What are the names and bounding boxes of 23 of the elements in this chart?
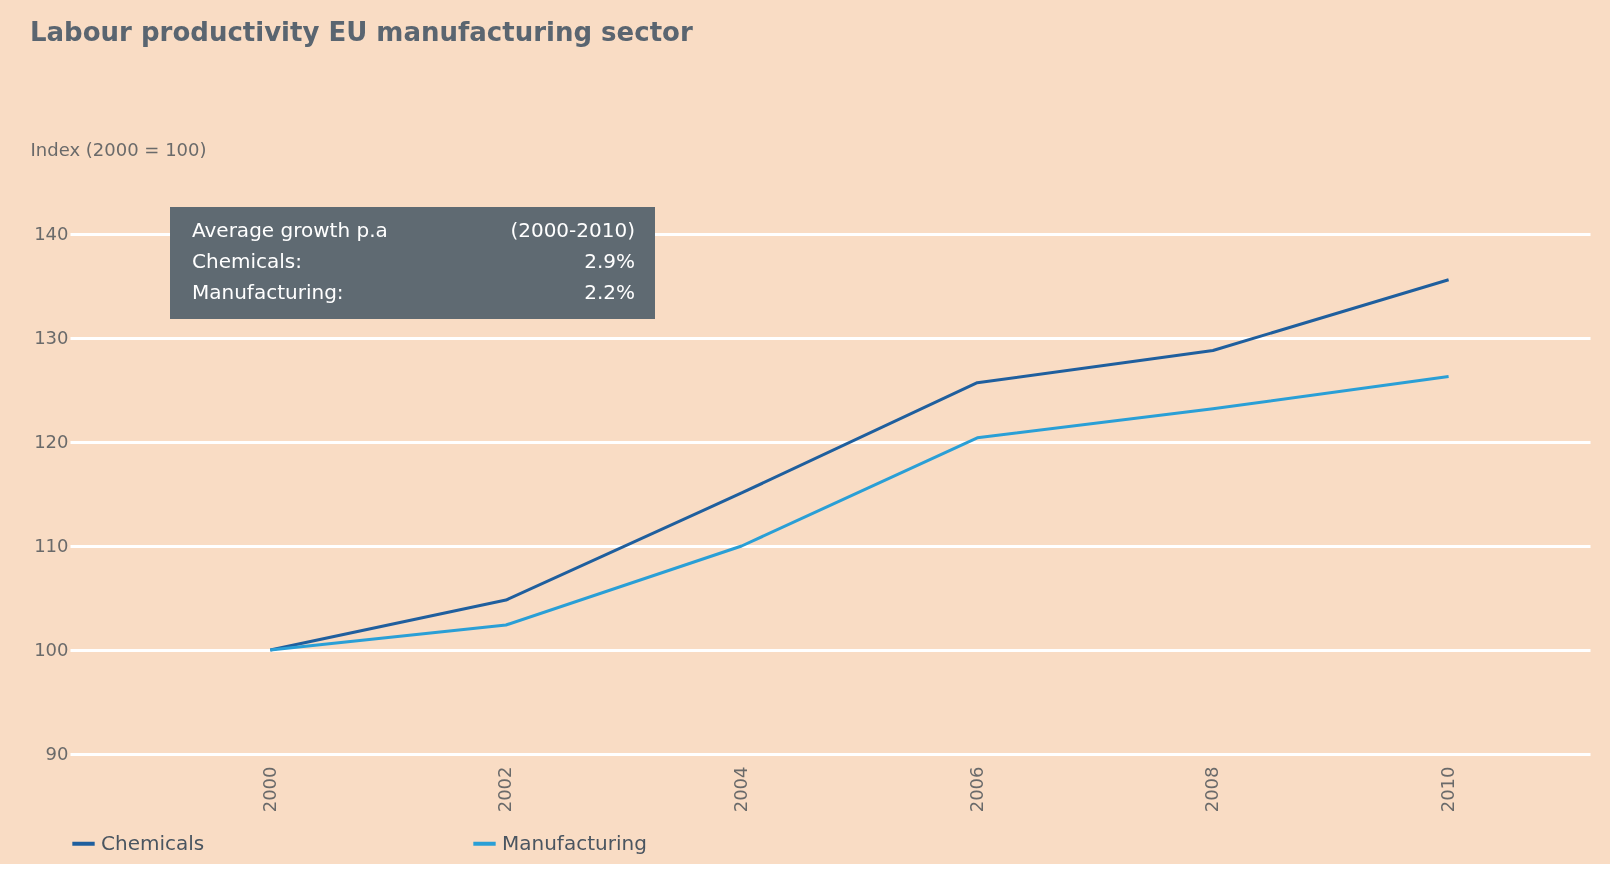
y-tick-label: 130 bbox=[34, 326, 69, 348]
y-tick-label: 140 bbox=[34, 222, 69, 244]
annotation: 2.2% bbox=[584, 280, 635, 304]
annotation: Chemicals: bbox=[192, 249, 302, 273]
annotation: 2.9% bbox=[584, 249, 635, 273]
legend-label: Manufacturing bbox=[502, 830, 647, 855]
x-tick-label: 2000 bbox=[258, 766, 280, 813]
x-tick-label: 2010 bbox=[1437, 766, 1459, 813]
y-tick-label: 90 bbox=[45, 742, 69, 764]
y-tick-label: 100 bbox=[34, 638, 69, 660]
annotation: (2000-2010) bbox=[510, 218, 635, 242]
x-tick-label: 2006 bbox=[965, 766, 987, 813]
y-tick-label: 110 bbox=[34, 534, 69, 556]
annotation: Manufacturing: bbox=[192, 280, 344, 304]
annotation: Average growth p.a bbox=[192, 218, 388, 242]
y-axis-title: Index (2000 = 100) bbox=[30, 138, 207, 160]
x-tick-label: 2004 bbox=[730, 766, 752, 813]
y-tick-label: 120 bbox=[34, 430, 69, 452]
legend-label: Chemicals bbox=[101, 830, 205, 855]
x-tick-label: 2008 bbox=[1201, 766, 1223, 813]
line-series bbox=[268, 374, 1451, 652]
x-tick-label: 2002 bbox=[494, 766, 516, 813]
chart-title: Labour productivity EU manufacturing sector bbox=[30, 17, 693, 47]
